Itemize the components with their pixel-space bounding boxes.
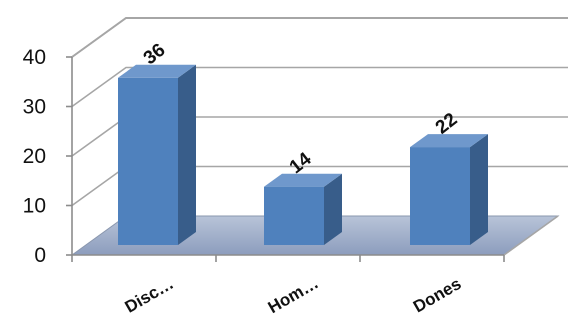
bar-side bbox=[324, 173, 342, 245]
y-tick-label: 10 bbox=[23, 195, 46, 218]
bar-side bbox=[178, 64, 196, 245]
y-tick-label: 40 bbox=[23, 46, 46, 69]
bar-front bbox=[264, 186, 324, 245]
gridline bbox=[71, 17, 568, 58]
x-tick-label: Dones bbox=[410, 274, 465, 316]
y-tick-labels: 0 10 20 30 40 bbox=[23, 46, 46, 267]
bar bbox=[264, 173, 342, 245]
y-axis bbox=[66, 56, 505, 262]
data-label: 14 bbox=[286, 148, 316, 178]
y-tick-label: 0 bbox=[34, 244, 46, 267]
x-tick-label: Disc… bbox=[122, 274, 177, 317]
floor-edge bbox=[503, 215, 559, 256]
bar bbox=[118, 64, 196, 245]
gridline bbox=[71, 66, 568, 108]
bar-top bbox=[118, 64, 196, 78]
x-tick-label: Hom… bbox=[265, 273, 322, 317]
bar bbox=[410, 134, 488, 245]
bar-top bbox=[410, 134, 488, 148]
bar-side bbox=[470, 134, 488, 245]
x-tick-labels: Disc… Hom… Dones bbox=[122, 273, 465, 317]
bars bbox=[118, 64, 488, 245]
bar-front bbox=[410, 147, 470, 245]
bar-front bbox=[118, 77, 178, 245]
y-tick-label: 30 bbox=[23, 96, 46, 119]
bar-top bbox=[264, 173, 342, 187]
y-tick-label: 20 bbox=[23, 145, 46, 168]
